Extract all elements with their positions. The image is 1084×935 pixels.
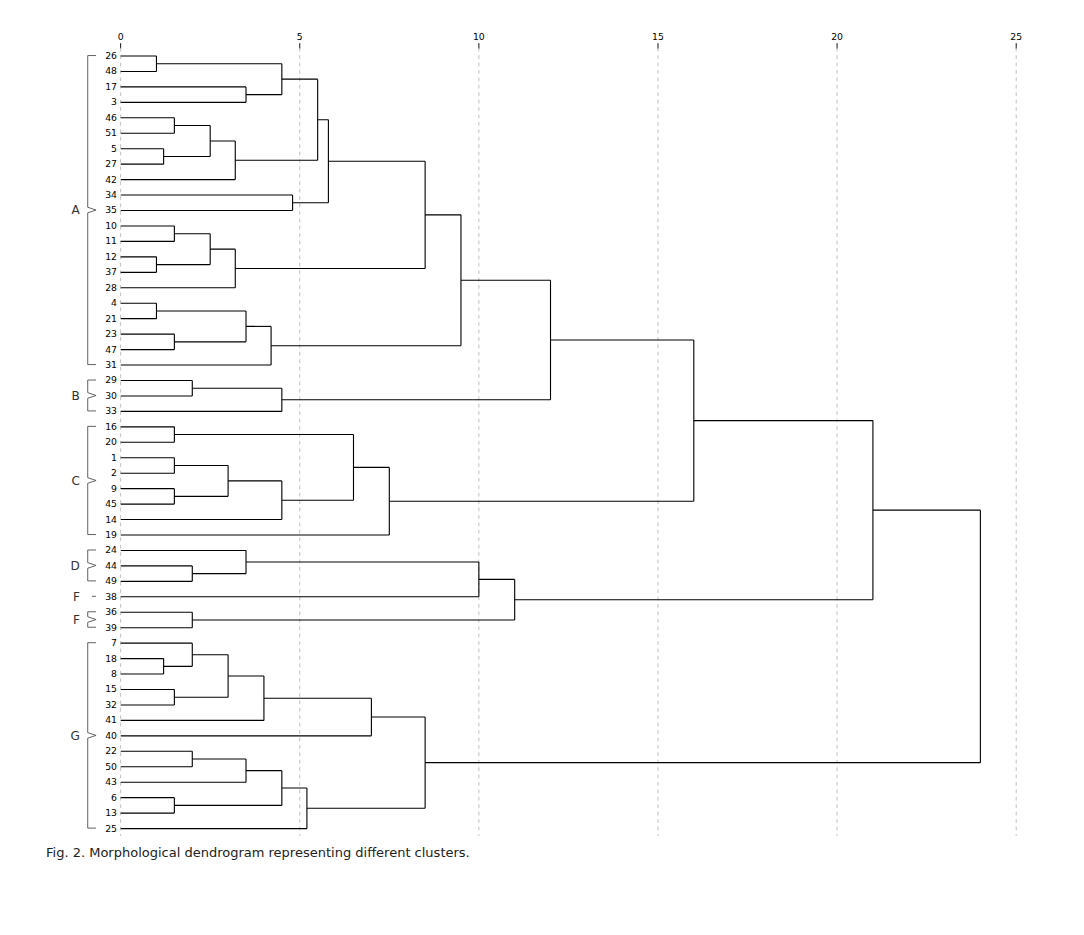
svg-text:8: 8 [111, 668, 117, 679]
svg-text:35: 35 [105, 204, 117, 215]
svg-text:18: 18 [105, 653, 117, 664]
svg-text:20: 20 [831, 31, 843, 42]
svg-text:29: 29 [105, 374, 117, 385]
svg-text:33: 33 [105, 405, 117, 416]
svg-text:23: 23 [105, 328, 117, 339]
svg-text:4: 4 [111, 297, 117, 308]
svg-text:44: 44 [105, 560, 117, 571]
svg-text:50: 50 [105, 761, 117, 772]
svg-text:17: 17 [105, 81, 117, 92]
svg-text:3: 3 [111, 96, 117, 107]
svg-text:39: 39 [105, 622, 117, 633]
svg-text:51: 51 [105, 127, 117, 138]
svg-text:7: 7 [111, 637, 117, 648]
svg-text:49: 49 [105, 575, 117, 586]
svg-text:42: 42 [105, 174, 117, 185]
svg-text:11: 11 [105, 235, 117, 246]
svg-text:0: 0 [118, 31, 124, 42]
svg-text:19: 19 [105, 529, 117, 540]
svg-text:6: 6 [111, 792, 117, 803]
svg-text:24: 24 [105, 544, 117, 555]
svg-text:G: G [71, 729, 80, 743]
svg-text:27: 27 [105, 158, 117, 169]
svg-text:32: 32 [105, 699, 117, 710]
svg-text:15: 15 [105, 683, 117, 694]
svg-text:38: 38 [105, 591, 117, 602]
svg-text:F: F [73, 613, 80, 627]
svg-text:5: 5 [111, 143, 117, 154]
svg-text:2: 2 [111, 467, 117, 478]
svg-text:10: 10 [105, 220, 117, 231]
svg-text:46: 46 [105, 112, 117, 123]
svg-text:10: 10 [473, 31, 485, 42]
svg-text:28: 28 [105, 282, 117, 293]
svg-text:22: 22 [105, 745, 117, 756]
svg-text:13: 13 [105, 807, 117, 818]
svg-text:21: 21 [105, 313, 117, 324]
svg-text:30: 30 [105, 390, 117, 401]
svg-text:16: 16 [105, 421, 117, 432]
svg-text:40: 40 [105, 730, 117, 741]
svg-text:25: 25 [1010, 31, 1022, 42]
svg-text:31: 31 [105, 359, 117, 370]
svg-text:C: C [71, 474, 79, 488]
svg-text:12: 12 [105, 251, 117, 262]
svg-text:37: 37 [105, 266, 117, 277]
svg-text:34: 34 [105, 189, 117, 200]
svg-text:F: F [73, 590, 80, 604]
svg-text:D: D [71, 559, 80, 573]
svg-text:15: 15 [652, 31, 664, 42]
svg-text:1: 1 [111, 452, 117, 463]
svg-text:B: B [72, 389, 80, 403]
svg-text:9: 9 [111, 483, 117, 494]
html-text:Fig. 2. Morphological dendrogr: Fig. 2. Morphological dendrogram represe… [46, 845, 470, 861]
svg-text:A: A [72, 203, 81, 217]
svg-text:47: 47 [105, 344, 117, 355]
svg-text:36: 36 [105, 606, 117, 617]
svg-text:25: 25 [105, 823, 117, 834]
svg-text:41: 41 [105, 714, 117, 725]
svg-text:45: 45 [105, 498, 117, 509]
svg-text:5: 5 [297, 31, 303, 42]
svg-text:48: 48 [105, 65, 117, 76]
svg-text:43: 43 [105, 776, 117, 787]
svg-text:14: 14 [105, 514, 117, 525]
svg-text:26: 26 [105, 50, 117, 61]
svg-text:20: 20 [105, 436, 117, 447]
